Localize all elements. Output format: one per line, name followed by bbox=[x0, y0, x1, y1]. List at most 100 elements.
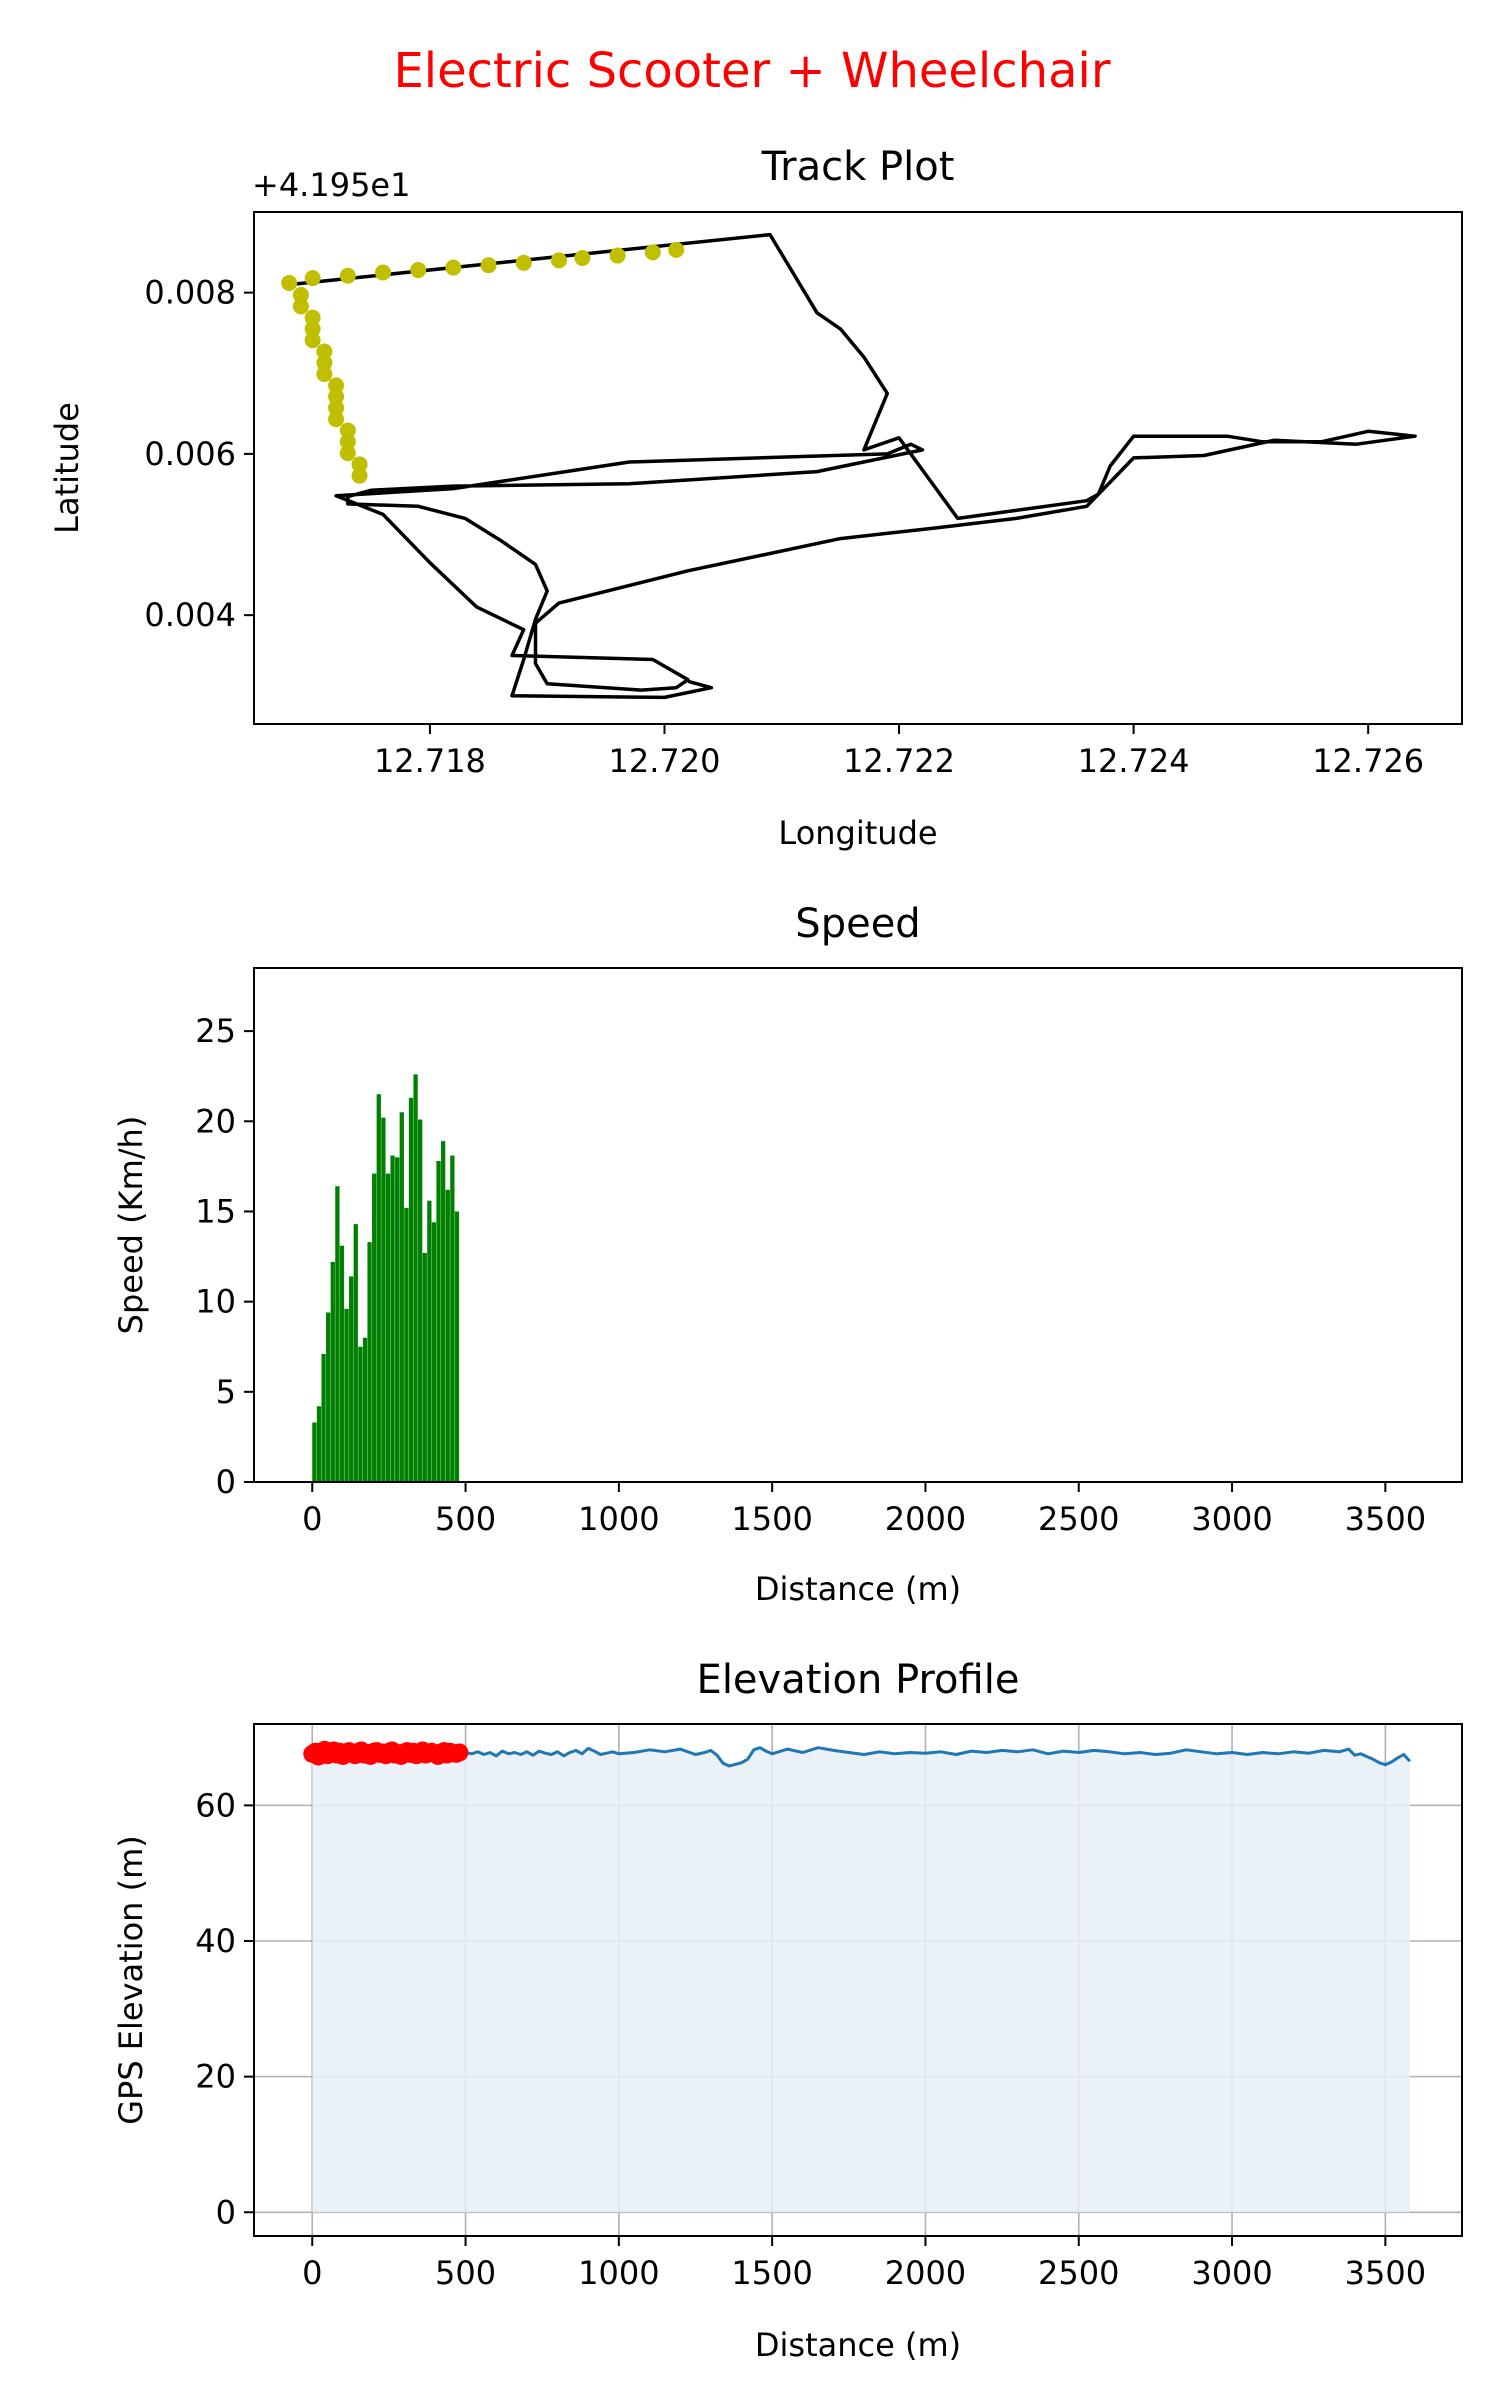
speed-bar bbox=[404, 1207, 409, 1482]
track-plot-xtick-label: 12.726 bbox=[1312, 742, 1424, 780]
speed-bar bbox=[390, 1155, 395, 1482]
speed-panel: Speed 0 500 1000 1500 2000 2500 3000 3500 0 5 10 15… bbox=[112, 901, 1463, 1608]
track-highlight-point bbox=[328, 388, 345, 405]
elevation-xtick-label: 3500 bbox=[1345, 2254, 1426, 2292]
speed-bar bbox=[362, 1337, 368, 1482]
speed-ytick-label: 20 bbox=[195, 1102, 236, 1140]
track-plot-xtick-label: 12.724 bbox=[1078, 742, 1190, 780]
speed-bar bbox=[353, 1224, 358, 1482]
track-highlight-point bbox=[304, 320, 321, 337]
track-plot-ytick-label: 0.008 bbox=[144, 274, 236, 312]
elevation-ytick-label: 60 bbox=[195, 1786, 236, 1824]
elevation-frame bbox=[253, 1723, 1463, 2237]
speed-bar bbox=[321, 1353, 326, 1482]
track-highlight-point bbox=[668, 241, 685, 258]
track-highlight-point bbox=[316, 343, 333, 360]
track-highlight-point bbox=[574, 249, 591, 266]
speed-bar bbox=[381, 1117, 386, 1482]
track-highlight-point bbox=[351, 467, 368, 484]
elevation-xtick-label: 1000 bbox=[578, 2254, 659, 2292]
speed-xtick-label: 3000 bbox=[1191, 1500, 1272, 1538]
speed-bar bbox=[316, 1406, 322, 1482]
track-highlight-point bbox=[609, 247, 626, 264]
speed-bar bbox=[413, 1074, 418, 1482]
elevation-ytick-label: 0 bbox=[216, 2193, 236, 2231]
speed-ylabel: Speed (Km/h) bbox=[112, 1116, 150, 1335]
speed-bar bbox=[431, 1222, 437, 1482]
speed-bar bbox=[367, 1242, 372, 1482]
elevation-highlight-point bbox=[450, 1743, 469, 1762]
speed-ytick-label: 5 bbox=[216, 1373, 236, 1411]
track-plot-offset-text: +4.195e1 bbox=[252, 166, 410, 204]
elevation-xlabel: Distance (m) bbox=[755, 2326, 961, 2364]
track-highlight-point bbox=[480, 257, 497, 274]
elevation-title: Elevation Profile bbox=[697, 1657, 1020, 1703]
speed-xtick-label: 0 bbox=[302, 1500, 322, 1538]
speed-bar bbox=[454, 1211, 460, 1482]
track-highlight-point bbox=[328, 411, 345, 428]
elevation-xtick-label: 2000 bbox=[885, 2254, 966, 2292]
track-highlight-point bbox=[328, 377, 345, 394]
track-highlight-point bbox=[304, 309, 321, 326]
speed-ytick-label: 25 bbox=[195, 1012, 236, 1050]
speed-ytick-label: 0 bbox=[216, 1463, 236, 1501]
elevation-xtick-label: 500 bbox=[435, 2254, 496, 2292]
speed-marks bbox=[312, 1074, 460, 1482]
elevation-ticks: 0 500 1000 1500 2000 2500 3000 3500 0 20 40 60 bbox=[195, 1786, 1426, 2292]
elevation-xtick-label: 1500 bbox=[731, 2254, 812, 2292]
speed-bar bbox=[335, 1186, 340, 1482]
track-highlight-point bbox=[339, 422, 356, 439]
elevation-ytick-label: 40 bbox=[195, 1922, 236, 1960]
track-plot-ytick-label: 0.004 bbox=[144, 596, 236, 634]
track-plot-xtick-label: 12.720 bbox=[609, 742, 721, 780]
speed-bar bbox=[349, 1276, 354, 1482]
speed-ytick-label: 10 bbox=[195, 1283, 236, 1321]
speed-bar bbox=[376, 1094, 381, 1482]
speed-bar bbox=[441, 1141, 446, 1482]
speed-bar bbox=[326, 1312, 331, 1482]
track-highlight-point bbox=[339, 445, 356, 462]
speed-bar bbox=[344, 1308, 349, 1482]
speed-xtick-label: 1500 bbox=[731, 1500, 812, 1538]
speed-bar bbox=[372, 1173, 377, 1482]
track-highlight-point bbox=[339, 267, 356, 284]
track-highlight-point bbox=[281, 274, 298, 291]
speed-xtick-label: 2000 bbox=[885, 1500, 966, 1538]
elevation-ylabel: GPS Elevation (m) bbox=[112, 1835, 150, 2125]
track-plot-title: Track Plot bbox=[761, 144, 955, 190]
elevation-marks bbox=[303, 1740, 1412, 2213]
track-highlight-point bbox=[304, 332, 321, 349]
track-highlight-point bbox=[316, 366, 333, 383]
track-highlight-point bbox=[292, 298, 309, 315]
track-plot-ytick-label: 0.006 bbox=[144, 435, 236, 473]
speed-ticks: 0 500 1000 1500 2000 2500 3000 3500 0 5 10 15 20 25 bbox=[195, 1012, 1426, 1538]
speed-bar bbox=[436, 1160, 441, 1482]
track-highlight-point bbox=[445, 259, 462, 276]
speed-bar bbox=[427, 1200, 432, 1482]
speed-bar bbox=[445, 1189, 450, 1482]
track-highlight-point bbox=[292, 287, 309, 304]
speed-bar bbox=[312, 1422, 317, 1482]
track-highlight-point bbox=[644, 244, 661, 261]
track-highlight-point bbox=[328, 399, 345, 416]
track-plot-xlabel: Longitude bbox=[778, 814, 937, 852]
track-plot-xtick-label: 12.722 bbox=[843, 742, 955, 780]
track-highlight-point bbox=[515, 254, 532, 271]
track-plot-marks bbox=[281, 232, 1417, 700]
track-plot-panel: Track Plot +4.195e1 12.718 12.720 12.722 12… bbox=[48, 144, 1463, 852]
track-highlight-point bbox=[304, 270, 321, 287]
speed-bar bbox=[422, 1252, 427, 1482]
elevation-area bbox=[312, 1747, 1410, 2213]
figure-suptitle: Electric Scooter + Wheelchair bbox=[393, 43, 1110, 99]
elevation-xtick-label: 2500 bbox=[1038, 2254, 1119, 2292]
speed-xtick-label: 500 bbox=[435, 1500, 496, 1538]
elevation-panel: Elevation Profile 0 500 1000 1500 2000 2500 30… bbox=[112, 1657, 1463, 2364]
speed-frame bbox=[253, 967, 1463, 1483]
elevation-xtick-label: 0 bbox=[302, 2254, 322, 2292]
speed-bar bbox=[330, 1261, 335, 1482]
track-plot-xtick-label: 12.718 bbox=[374, 742, 486, 780]
speed-xtick-label: 3500 bbox=[1345, 1500, 1426, 1538]
elevation-ytick-label: 20 bbox=[195, 2058, 236, 2096]
speed-bar bbox=[385, 1173, 391, 1482]
